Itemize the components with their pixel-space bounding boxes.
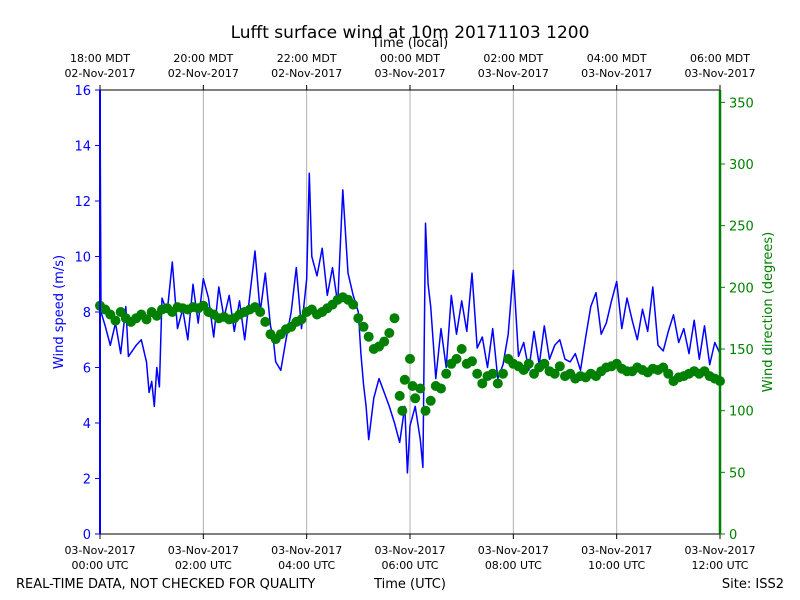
wind-direction-point [363, 331, 374, 342]
wind-direction-point [389, 313, 400, 324]
left-tick-label: 12 [74, 195, 91, 210]
wind-direction-point [260, 316, 271, 327]
right-tick-label: 200 [729, 281, 754, 296]
wind-direction-point [477, 378, 488, 389]
wind-direction-point [394, 390, 405, 401]
bottom-axis-label: Time (UTC) [373, 577, 446, 592]
bottom-tick-date: 03-Nov-2017 [168, 544, 239, 557]
data-series [95, 89, 725, 474]
wind-direction-point [456, 344, 467, 354]
top-tick-date: 02-Nov-2017 [168, 67, 239, 80]
wind-direction-point [415, 383, 426, 394]
top-tick-date: 03-Nov-2017 [478, 67, 549, 80]
wind-direction-point [407, 381, 418, 391]
wind-speed-line [99, 89, 721, 474]
bottom-tick-time: 06:00 UTC [381, 559, 438, 572]
wind-direction-point [539, 358, 550, 369]
right-tick-label: 50 [729, 466, 746, 481]
wind-direction-point [441, 368, 452, 379]
wind-direction-point [549, 368, 560, 379]
right-axis-label: Wind direction (degrees) [761, 232, 776, 392]
wind-direction-point [492, 378, 503, 389]
bottom-tick-time: 12:00 UTC [691, 559, 748, 572]
top-tick-time: 20:00 MDT [173, 52, 233, 65]
bottom-tick-date: 03-Nov-2017 [374, 544, 445, 557]
right-tick-label: 0 [729, 528, 737, 543]
top-axis-label: Time (local) [371, 36, 448, 51]
left-tick-label: 10 [74, 251, 91, 266]
top-tick-date: 03-Nov-2017 [374, 67, 445, 80]
top-tick-time: 02:00 MDT [483, 52, 543, 65]
wind-direction-point [554, 361, 565, 372]
bottom-tick-time: 00:00 UTC [71, 559, 128, 572]
bottom-tick-date: 03-Nov-2017 [478, 544, 549, 557]
left-tick-label: 8 [83, 306, 91, 321]
bottom-tick-date: 03-Nov-2017 [64, 544, 135, 557]
right-tick-label: 300 [729, 158, 754, 173]
right-tick-label: 350 [729, 96, 754, 111]
wind-direction-point [353, 313, 364, 324]
wind-direction-point [348, 299, 359, 310]
wind-direction-point [255, 307, 266, 317]
left-tick-label: 6 [83, 362, 91, 377]
top-tick-date: 02-Nov-2017 [64, 67, 135, 80]
top-tick-time: 06:00 MDT [690, 52, 750, 65]
right-tick-label: 150 [729, 343, 754, 358]
wind-direction-point [498, 368, 508, 379]
bottom-tick-date: 03-Nov-2017 [581, 544, 652, 557]
wind-direction-point [296, 314, 307, 325]
top-tick-time: 04:00 MDT [587, 52, 647, 65]
wind-direction-point [487, 368, 498, 379]
wind-direction-point [472, 368, 483, 379]
chart-title: Lufft surface wind at 10m 20171103 1200 [231, 23, 590, 43]
wind-direction-point [467, 356, 477, 367]
wind-direction-point [399, 374, 410, 385]
top-tick-time: 22:00 MDT [277, 52, 337, 65]
wind-direction-point [420, 405, 431, 416]
wind-direction-point [397, 405, 408, 416]
wind-direction-point [523, 358, 534, 369]
wind-direction-point [663, 368, 674, 379]
left-tick-label: 16 [74, 84, 91, 99]
top-tick-time: 18:00 MDT [70, 52, 130, 65]
bottom-tick-date: 03-Nov-2017 [271, 544, 342, 557]
site-label: Site: ISS2 [722, 577, 784, 592]
bottom-tick-time: 04:00 UTC [278, 559, 335, 572]
wind-direction-point [425, 395, 436, 406]
wind-direction-point [384, 328, 395, 338]
quality-disclaimer: REAL-TIME DATA, NOT CHECKED FOR QUALITY [16, 577, 315, 592]
right-tick-label: 250 [729, 220, 754, 235]
wind-direction-point [141, 314, 152, 325]
bottom-tick-time: 10:00 UTC [588, 559, 645, 572]
bottom-tick-time: 02:00 UTC [175, 559, 232, 572]
wind-direction-point [436, 383, 446, 394]
top-tick-date: 02-Nov-2017 [271, 67, 342, 80]
left-tick-label: 4 [83, 417, 91, 432]
top-tick-date: 03-Nov-2017 [684, 67, 755, 80]
top-tick-time: 00:00 MDT [380, 52, 440, 65]
wind-direction-point [110, 315, 121, 326]
left-tick-label: 2 [83, 473, 91, 488]
wind-direction-point [379, 336, 390, 347]
left-axis-label: Wind speed (m/s) [52, 255, 67, 369]
right-tick-label: 100 [729, 405, 754, 420]
axis-ticks: 03-Nov-2017 00:00 UTC 03-Nov-2017 02:00 UTC… [64, 52, 755, 572]
grid-lines [202, 90, 618, 534]
top-tick-date: 03-Nov-2017 [581, 67, 652, 80]
wind-direction-point [451, 353, 462, 364]
bottom-tick-time: 08:00 UTC [485, 559, 542, 572]
wind-direction-point [358, 321, 369, 332]
left-tick-label: 0 [83, 528, 91, 543]
left-tick-label: 14 [74, 140, 91, 155]
bottom-tick-date: 03-Nov-2017 [684, 544, 755, 557]
wind-direction-point [405, 353, 415, 364]
wind-direction-point [410, 393, 421, 404]
